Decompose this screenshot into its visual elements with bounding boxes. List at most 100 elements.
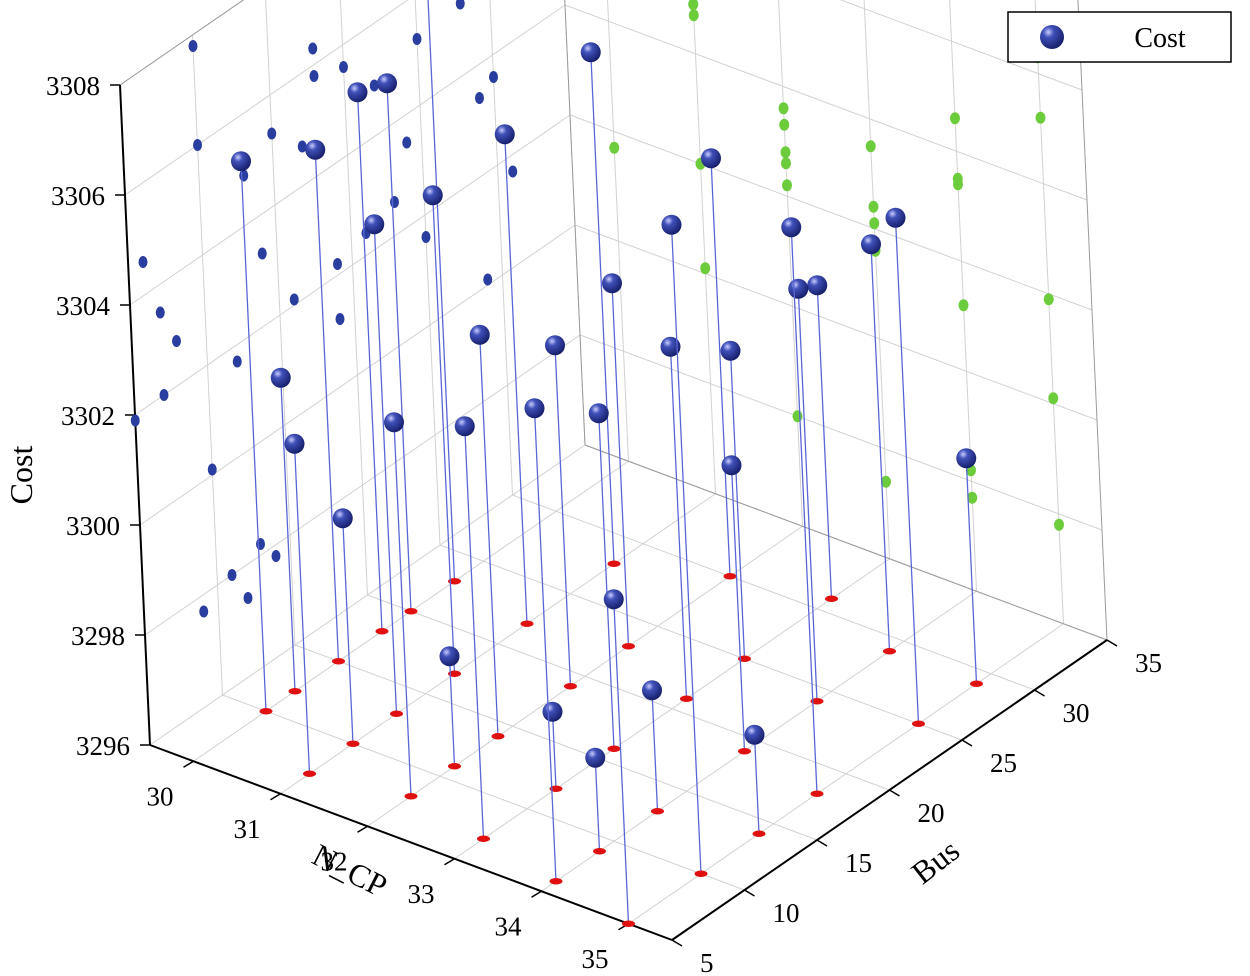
drop-line xyxy=(554,345,572,687)
left-wall-projection-point xyxy=(335,313,345,325)
data-point xyxy=(602,273,622,294)
left-wall-grid-line xyxy=(139,224,576,526)
back-wall-grid-line xyxy=(778,0,803,527)
drop-line xyxy=(790,227,818,794)
base-marker xyxy=(694,870,708,877)
drop-line xyxy=(280,377,296,692)
data-point xyxy=(422,185,443,206)
left-wall-projection-point xyxy=(489,71,498,83)
left-wall-grid-line xyxy=(149,444,586,746)
base-marker xyxy=(332,658,345,665)
drop-line xyxy=(710,158,731,577)
data-point xyxy=(231,151,251,172)
data-point xyxy=(347,82,368,103)
back-wall-projection-point xyxy=(958,299,969,312)
left-wall-projection-point xyxy=(390,196,399,208)
base-marker xyxy=(607,745,621,752)
data-point xyxy=(744,724,765,745)
y-tick-label: 5 xyxy=(700,948,714,976)
back-wall-projection-point xyxy=(779,118,790,131)
base-marker xyxy=(970,680,983,687)
y-axis-title: Bus xyxy=(905,832,966,891)
base-marker xyxy=(912,720,925,727)
z-tick-label: 3300 xyxy=(66,511,120,541)
base-marker xyxy=(549,878,563,885)
x-tick xyxy=(357,825,368,833)
y-tick-label: 30 xyxy=(1063,698,1090,728)
box-edge xyxy=(119,0,245,86)
data-point xyxy=(580,42,601,63)
back-wall-projection-point xyxy=(792,410,803,423)
data-point xyxy=(542,701,563,722)
x-tick-label: 35 xyxy=(582,944,609,974)
data-point xyxy=(377,73,397,94)
drop-line xyxy=(373,224,398,714)
back-wall-grid-line xyxy=(607,0,629,462)
data-point xyxy=(384,412,404,433)
back-wall-projection-point xyxy=(782,179,792,192)
base-marker xyxy=(622,920,635,927)
back-wall-projection-point xyxy=(950,112,960,125)
back-wall-grid-line xyxy=(569,114,1093,311)
left-wall-projection-point xyxy=(207,463,217,476)
left-wall-grid-line xyxy=(564,0,586,446)
box-edge xyxy=(564,0,586,446)
data-point xyxy=(885,207,906,228)
back-wall-grid-line xyxy=(579,334,1103,531)
drop-line xyxy=(729,350,746,659)
base-marker xyxy=(651,808,664,815)
drop-line xyxy=(598,413,615,749)
drop-line xyxy=(613,599,630,924)
data-point xyxy=(701,148,721,169)
data-point xyxy=(660,336,681,357)
x-tick xyxy=(183,760,194,768)
left-wall-grid-line xyxy=(414,0,441,546)
drop-line xyxy=(594,757,601,852)
data-point xyxy=(807,275,828,296)
data-points xyxy=(231,0,983,927)
drop-line xyxy=(965,458,978,684)
left-wall-grid-line xyxy=(489,0,513,496)
data-point xyxy=(588,403,609,424)
z-tick-label: 3296 xyxy=(76,731,130,761)
left-wall-projection-point xyxy=(172,335,181,347)
back-wall-projection-point xyxy=(881,475,891,488)
back-wall-projection-point xyxy=(1043,293,1054,306)
data-point xyxy=(720,340,741,361)
data-point xyxy=(524,398,545,419)
left-wall-projection-point xyxy=(232,355,242,368)
left-wall-projection-point xyxy=(243,592,253,604)
x-tick xyxy=(531,890,542,898)
drop-line xyxy=(651,690,659,812)
y-tick xyxy=(671,939,683,947)
left-wall-grid-line xyxy=(144,334,581,636)
y-tick-label: 15 xyxy=(845,848,872,878)
back-wall-projection-point xyxy=(1054,518,1064,531)
drop-line xyxy=(432,195,456,674)
left-wall-projection-point xyxy=(333,258,342,270)
base-marker xyxy=(375,628,389,635)
base-marker xyxy=(491,733,505,740)
data-point xyxy=(305,139,326,160)
legend-box xyxy=(1007,11,1232,63)
left-wall-projection-point xyxy=(239,169,249,182)
y-tick-label: 10 xyxy=(773,898,800,928)
base-marker xyxy=(622,643,635,650)
drop-line xyxy=(479,334,499,737)
base-marker xyxy=(404,793,418,800)
back-wall-projection-point xyxy=(778,102,789,115)
base-marker xyxy=(883,648,896,655)
left-wall-projection-point xyxy=(138,256,148,268)
base-marker xyxy=(738,748,751,755)
back-wall-projection-point xyxy=(868,200,879,213)
base-marker xyxy=(810,698,824,705)
left-wall-projection-point xyxy=(256,538,265,550)
left-wall-projection-point xyxy=(412,33,422,45)
drop-line xyxy=(797,288,818,702)
left-wall-projection-point xyxy=(159,389,169,401)
left-wall-projection-point xyxy=(271,550,281,562)
left-wall-projection-point xyxy=(455,0,465,10)
left-wall-grid-line xyxy=(134,114,571,416)
x-tick xyxy=(270,793,281,801)
